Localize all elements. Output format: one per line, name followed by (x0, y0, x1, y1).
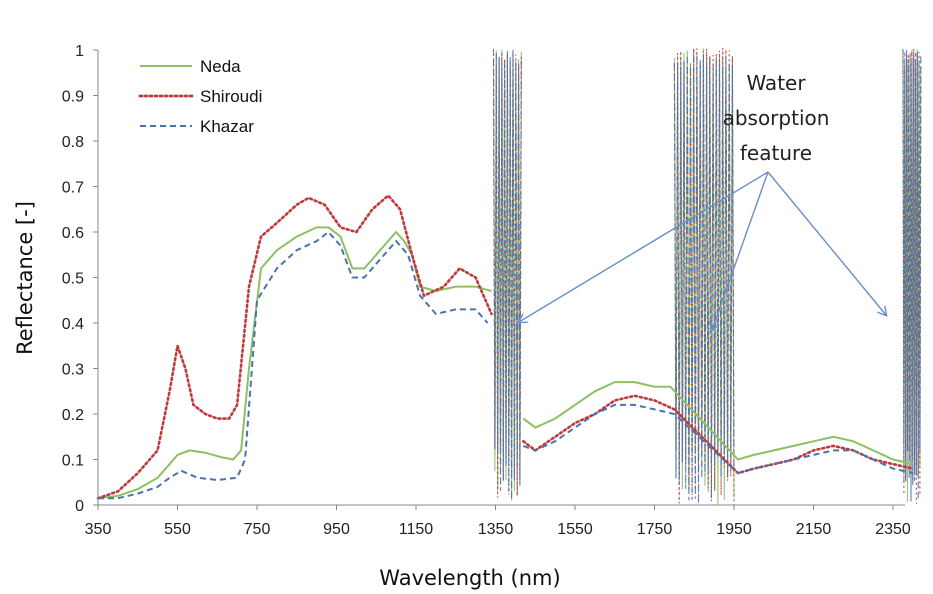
y-tick-label: 1 (75, 43, 84, 60)
series-line-khazar (98, 230, 489, 500)
series-lines (96, 193, 915, 500)
y-tick-label: 0.5 (62, 271, 84, 288)
x-tick-label: 1750 (637, 521, 673, 538)
annotation-arrow (767, 171, 886, 315)
water-noise-bands (492, 47, 922, 505)
axes (93, 49, 905, 510)
y-tick-label: 0.6 (62, 225, 84, 242)
x-tick-label: 1550 (557, 521, 593, 538)
y-tick-label: 0.3 (62, 362, 84, 379)
x-axis-title: Wavelength (nm) (379, 566, 560, 590)
noise-trace-khazar (492, 48, 522, 500)
annotation-arrow (519, 171, 769, 322)
y-tick-label: 0.8 (62, 134, 84, 151)
legend-label-khazar: Khazar (200, 117, 254, 136)
series-line-shiroudi (96, 193, 493, 500)
annotation-text-line: absorption (723, 106, 830, 130)
annotation-arrow (712, 171, 769, 330)
noise-trace-shiroudi (902, 48, 922, 504)
annotation-text-line: feature (740, 141, 812, 165)
y-tick-label: 0.7 (62, 180, 84, 197)
legend-label-neda: Neda (200, 57, 241, 76)
series-line-neda (522, 381, 914, 466)
y-tick-label: 0.9 (62, 89, 84, 106)
y-tick-label: 0 (75, 498, 84, 515)
noise-trace-khazar (902, 48, 922, 502)
legend: Neda Shiroudi Khazar (138, 57, 262, 136)
noise-trace-shiroudi (492, 48, 522, 498)
y-tick-label: 0.2 (62, 407, 84, 424)
x-tick-label: 1150 (399, 521, 434, 538)
y-tick-label: 0.4 (62, 316, 84, 333)
x-tick-label: 1350 (478, 521, 514, 538)
x-tick-label: 750 (244, 521, 271, 538)
annotation-text-line: Water (746, 71, 806, 95)
x-tick-label: 1950 (716, 521, 752, 538)
noise-trace-khazar (673, 49, 735, 504)
y-tick-label: 0.1 (62, 453, 84, 470)
x-tick-label: 2150 (796, 521, 832, 538)
legend-label-shiroudi: Shiroudi (200, 87, 262, 106)
x-tick-label: 550 (164, 521, 191, 538)
series-line-khazar (522, 403, 914, 475)
x-tick-label: 2350 (875, 521, 911, 538)
x-tick-label: 350 (85, 521, 112, 538)
x-tick-label: 950 (323, 521, 350, 538)
series-line-neda (97, 226, 492, 500)
water-absorption-annotation: Water absorption feature (519, 71, 886, 330)
y-axis-title: Reflectance [-] (13, 201, 37, 355)
